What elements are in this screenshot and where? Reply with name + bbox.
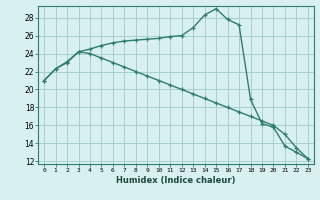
X-axis label: Humidex (Indice chaleur): Humidex (Indice chaleur) [116,176,236,185]
